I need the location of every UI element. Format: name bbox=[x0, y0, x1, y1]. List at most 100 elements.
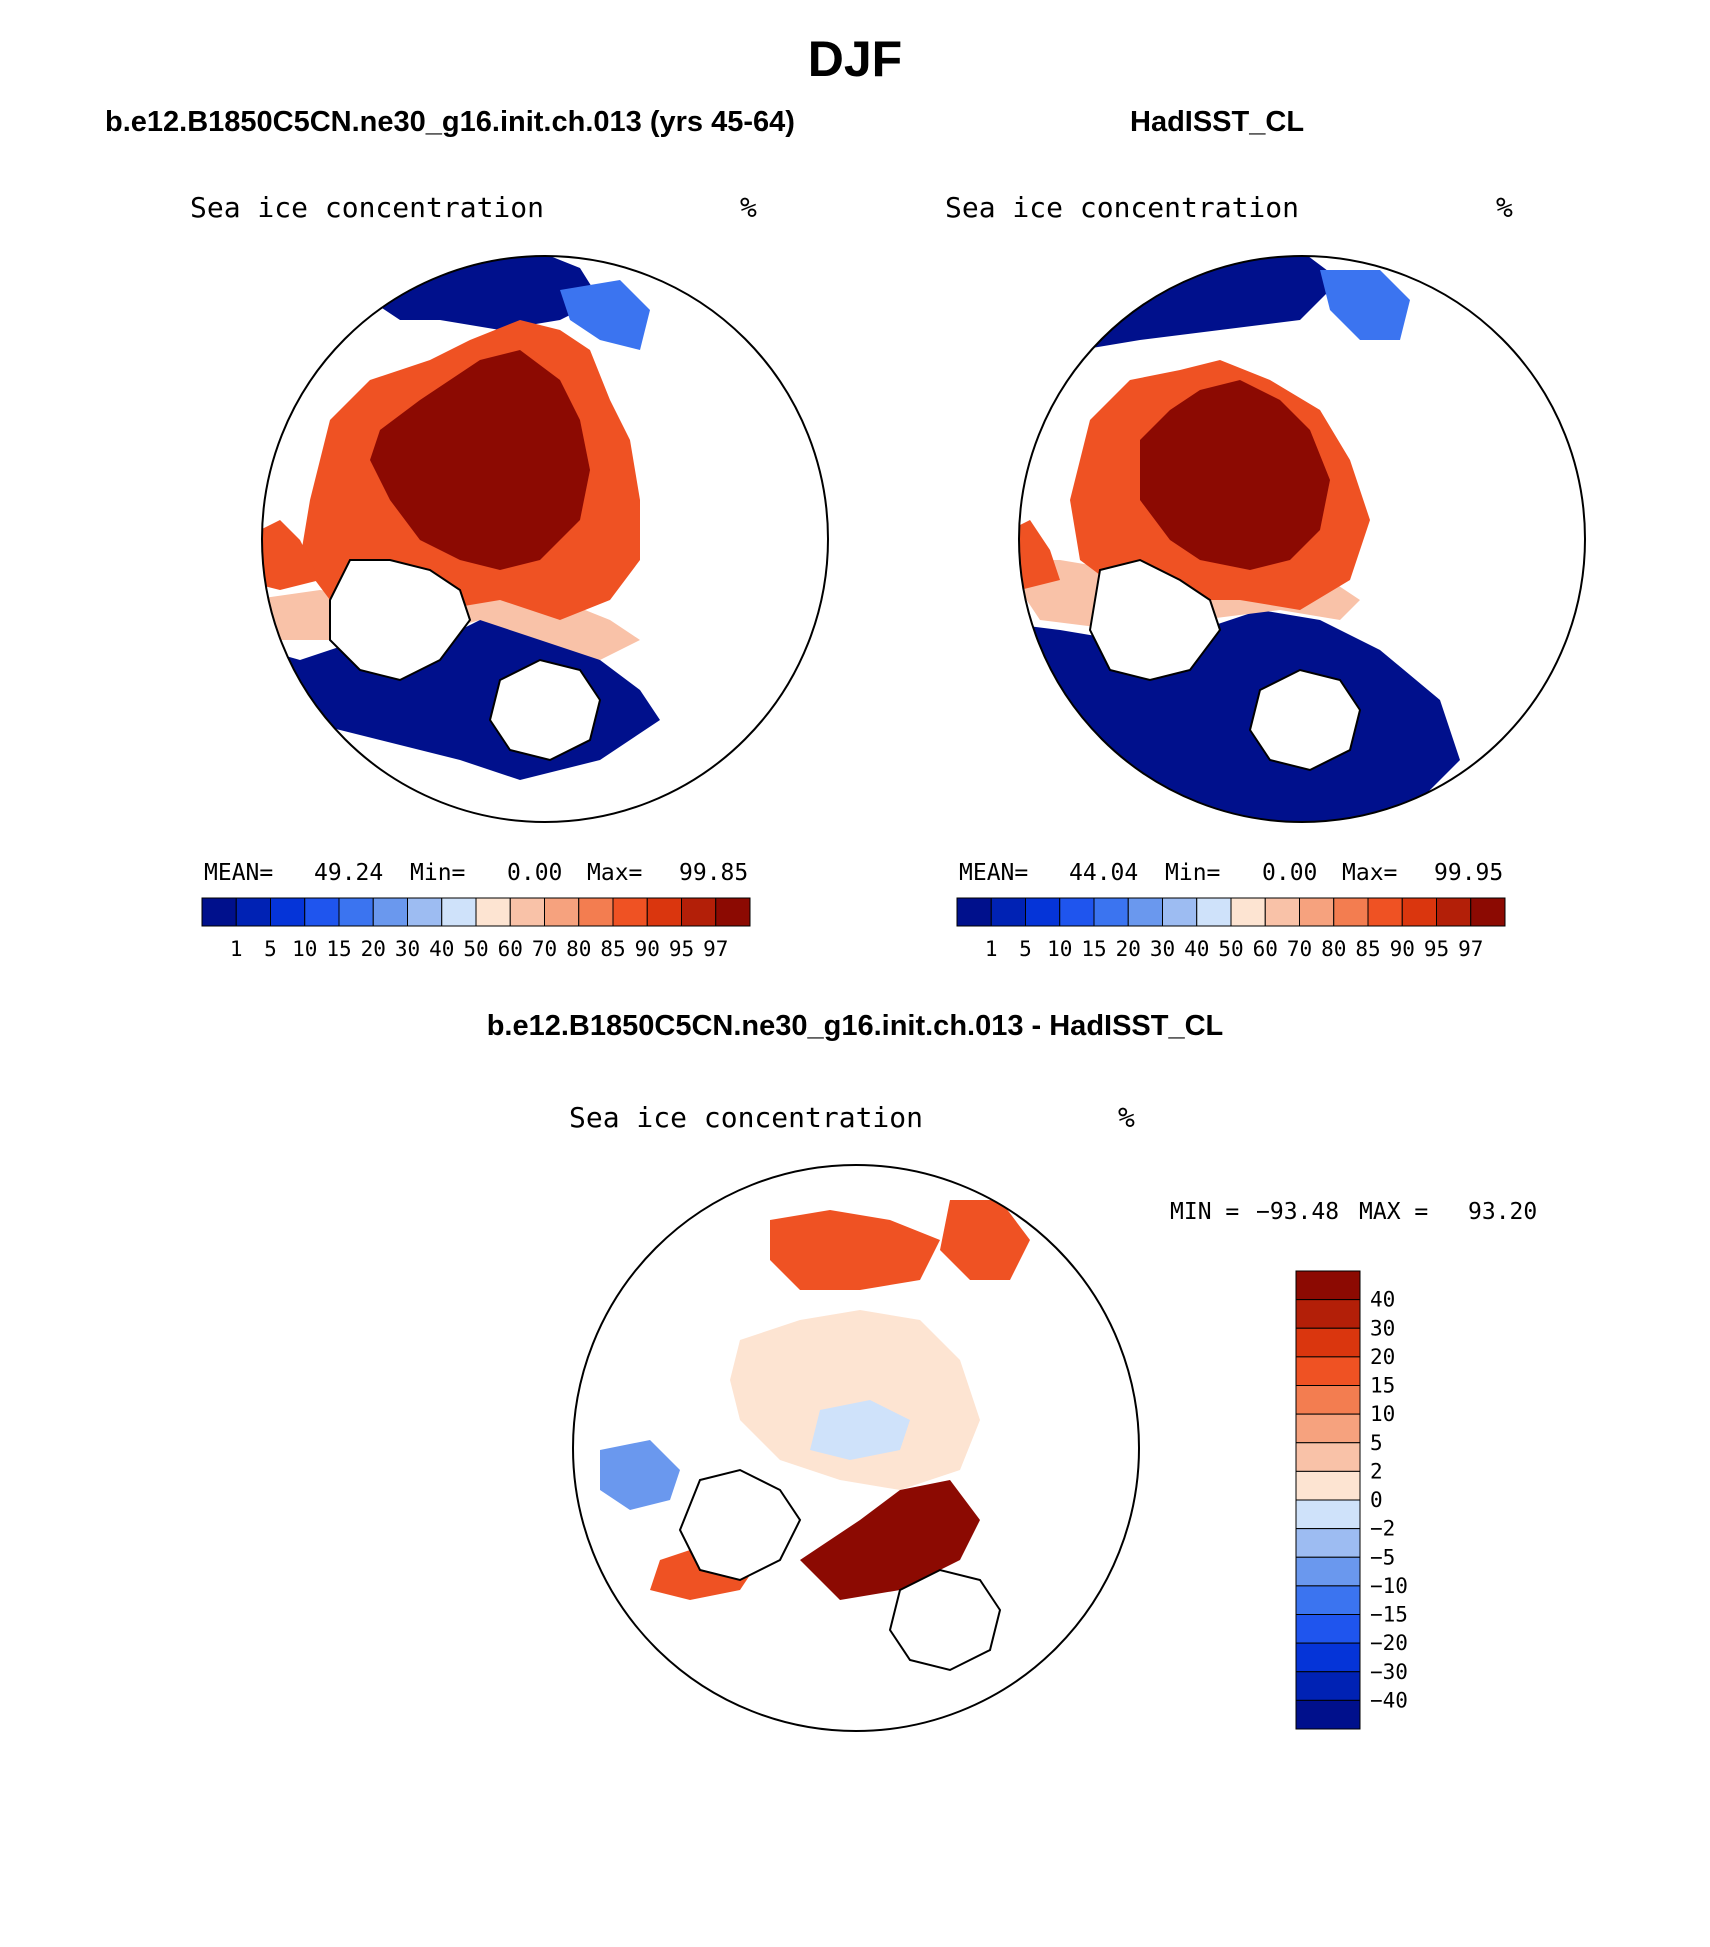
left-units-label: % bbox=[740, 191, 757, 224]
right-units-label: % bbox=[1496, 191, 1513, 224]
left-colorbar-tick-label: 85 bbox=[600, 937, 625, 961]
figure-title: DJF bbox=[807, 31, 903, 87]
diff-colorbar-swatch bbox=[1295, 1442, 1361, 1472]
left-colorbar-swatch bbox=[372, 897, 408, 927]
left-colorbar-swatch bbox=[338, 897, 374, 927]
diff-colorbar-swatch bbox=[1295, 1413, 1361, 1444]
diff-colorbar-tick-label: 30 bbox=[1370, 1316, 1395, 1340]
diff-colorbar-swatch bbox=[1295, 1499, 1361, 1530]
left-min-value: 0.00 bbox=[507, 860, 563, 886]
right-colorbar-tick-label: 97 bbox=[1458, 937, 1483, 961]
right-colorbar-swatch bbox=[1436, 897, 1472, 927]
diff-colorbar-tick-label: 15 bbox=[1370, 1374, 1395, 1398]
right-colorbar-tick-label: 50 bbox=[1218, 937, 1243, 961]
diff-colorbar-swatch bbox=[1295, 1556, 1361, 1587]
right-panel-title: HadISST_CL bbox=[1130, 106, 1305, 138]
left-max-label: Max= bbox=[587, 860, 643, 886]
left-greenland bbox=[329, 559, 472, 682]
left-colorbar-tick-label: 5 bbox=[264, 937, 277, 961]
diff-colorbar-swatch bbox=[1295, 1356, 1361, 1386]
diff-colorbar-swatch bbox=[1295, 1385, 1361, 1415]
left-polar-map bbox=[261, 255, 829, 823]
left-colorbar-swatch bbox=[270, 897, 306, 927]
left-colorbar-swatch bbox=[715, 897, 751, 927]
left-mean-label: MEAN= bbox=[204, 860, 274, 886]
right-colorbar-swatch bbox=[1059, 897, 1095, 927]
right-colorbar-swatch bbox=[1093, 897, 1129, 927]
diff-max-value: 93.20 bbox=[1468, 1199, 1538, 1225]
diff-colorbar-tick-label: 0 bbox=[1370, 1488, 1383, 1512]
left-colorbar-tick-label: 10 bbox=[292, 937, 317, 961]
diff-colorbar-tick-label: −40 bbox=[1370, 1688, 1408, 1712]
right-colorbar-tick-label: 10 bbox=[1047, 937, 1072, 961]
left-ice-core bbox=[370, 350, 590, 570]
diff-colorbar-swatch bbox=[1295, 1671, 1361, 1701]
right-colorbar-swatch bbox=[1367, 897, 1403, 927]
right-variable-label: Sea ice concentration bbox=[945, 191, 1300, 224]
right-colorbar-swatch bbox=[1264, 897, 1300, 927]
diff-central-negative bbox=[810, 1400, 910, 1460]
left-colorbar-tick-label: 80 bbox=[566, 937, 591, 961]
right-colorbar-swatch bbox=[1401, 897, 1437, 927]
right-colorbar-swatch bbox=[1025, 897, 1061, 927]
right-colorbar-tick-label: 40 bbox=[1184, 937, 1209, 961]
diff-colorbar-tick-label: 5 bbox=[1370, 1431, 1383, 1455]
right-colorbar-tick-label: 60 bbox=[1253, 937, 1278, 961]
right-ice-core bbox=[1140, 380, 1330, 570]
right-colorbar-swatch bbox=[990, 897, 1026, 927]
left-colorbar-tick-label: 50 bbox=[463, 937, 488, 961]
left-variable-label: Sea ice concentration bbox=[190, 191, 545, 224]
right-colorbar-swatch bbox=[1196, 897, 1232, 927]
left-map-border bbox=[261, 255, 829, 823]
left-min-label: Min= bbox=[410, 860, 466, 886]
diff-okhotsk-positive bbox=[940, 1200, 1030, 1280]
right-greenland bbox=[1088, 558, 1222, 682]
right-bering-water bbox=[1320, 270, 1410, 340]
diff-colorbar-swatch bbox=[1295, 1299, 1361, 1329]
diff-colorbar-swatch bbox=[1295, 1470, 1361, 1501]
left-colorbar-swatch bbox=[304, 897, 340, 927]
diff-map-border bbox=[572, 1164, 1140, 1732]
right-colorbar-swatch bbox=[1230, 897, 1266, 927]
diff-colorbar-tick-label: −30 bbox=[1370, 1660, 1408, 1684]
left-colorbar-tick-label: 30 bbox=[395, 937, 420, 961]
right-scandinavia bbox=[1248, 668, 1362, 772]
left-colorbar-swatch bbox=[509, 897, 545, 927]
right-polar-map bbox=[1018, 255, 1586, 823]
left-colorbar-swatch bbox=[646, 897, 682, 927]
left-colorbar-swatch bbox=[407, 897, 443, 927]
diff-colorbar-tick-label: −20 bbox=[1370, 1631, 1408, 1655]
left-colorbar-tick-label: 90 bbox=[635, 937, 660, 961]
right-colorbar-tick-label: 15 bbox=[1081, 937, 1106, 961]
diff-arctic-near-zero bbox=[730, 1310, 980, 1490]
right-colorbar-tick-label: 30 bbox=[1150, 937, 1175, 961]
diff-polar-map bbox=[572, 1164, 1140, 1732]
left-panel-title: b.e12.B1850C5CN.ne30_g16.init.ch.013 (yr… bbox=[105, 106, 795, 138]
diff-bering-positive bbox=[770, 1210, 940, 1290]
left-colorbar-tick-label: 20 bbox=[361, 937, 386, 961]
diff-min-label: MIN = bbox=[1170, 1199, 1240, 1225]
diff-hudson-negative bbox=[600, 1440, 680, 1510]
right-min-label: Min= bbox=[1165, 860, 1221, 886]
left-colorbar-tick-label: 95 bbox=[669, 937, 694, 961]
left-colorbar-swatch bbox=[235, 897, 271, 927]
left-scandinavia bbox=[488, 658, 602, 762]
diff-colorbar-tick-label: −15 bbox=[1370, 1603, 1408, 1627]
diff-max-label: MAX = bbox=[1359, 1199, 1429, 1225]
diff-colorbar-tick-label: 40 bbox=[1370, 1288, 1395, 1312]
left-colorbar-tick-label: 97 bbox=[703, 937, 728, 961]
diff-colorbar-swatch bbox=[1295, 1614, 1361, 1644]
diff-greenland bbox=[678, 1468, 802, 1582]
diff-colorbar-swatch bbox=[1295, 1699, 1361, 1730]
right-colorbar-swatch bbox=[1333, 897, 1369, 927]
right-colorbar-tick-label: 20 bbox=[1116, 937, 1141, 961]
left-mean-value: 49.24 bbox=[314, 860, 384, 886]
diff-colorbar-swatch bbox=[1295, 1585, 1361, 1615]
right-colorbar-swatch bbox=[1299, 897, 1335, 927]
diff-colorbar-tick-label: −5 bbox=[1370, 1545, 1395, 1569]
diff-colorbar-tick-label: 10 bbox=[1370, 1402, 1395, 1426]
diff-scandinavia bbox=[888, 1568, 1002, 1672]
right-map-border bbox=[1018, 255, 1586, 823]
left-colorbar-swatch bbox=[578, 897, 614, 927]
